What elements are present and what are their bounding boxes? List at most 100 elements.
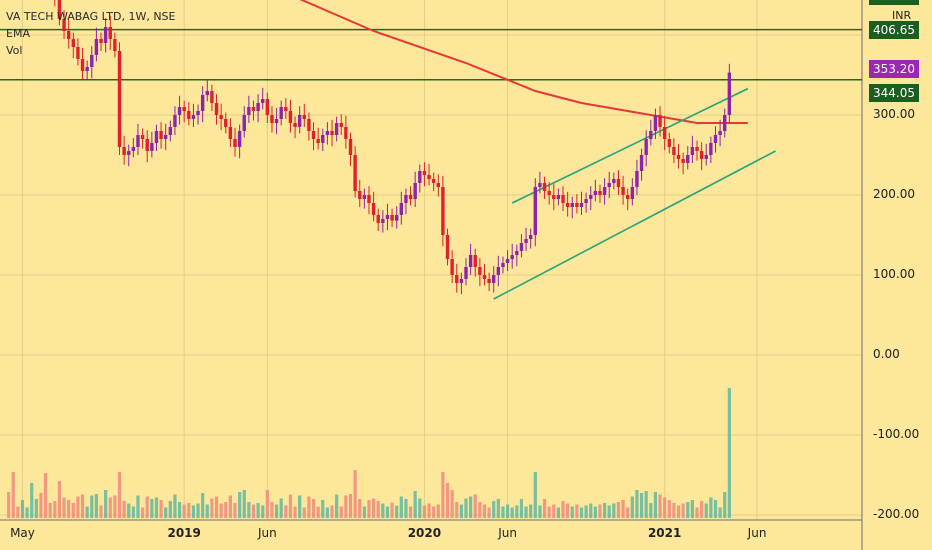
volume-bar bbox=[85, 506, 89, 518]
candle-body bbox=[492, 275, 496, 283]
volume-bar bbox=[621, 500, 625, 518]
candle-body bbox=[293, 123, 297, 127]
candle-body bbox=[261, 99, 265, 103]
volume-bar bbox=[381, 503, 385, 518]
candle-body bbox=[533, 187, 537, 235]
candle-body bbox=[196, 111, 200, 115]
volume-bar bbox=[376, 501, 380, 518]
candle-body bbox=[441, 187, 445, 235]
volume-bar bbox=[113, 495, 117, 518]
volume-bar bbox=[298, 495, 302, 518]
volume-bar bbox=[399, 496, 403, 518]
volume-bar bbox=[122, 501, 126, 518]
volume-bar bbox=[681, 503, 685, 518]
symbol-title[interactable]: VA TECH WABAG LTD, 1W, NSE bbox=[6, 10, 176, 23]
volume-bar bbox=[117, 472, 122, 518]
candle-body bbox=[589, 195, 593, 199]
candle-body bbox=[538, 183, 542, 187]
volume-bar bbox=[274, 504, 279, 518]
candle-body bbox=[639, 155, 644, 171]
vol-legend[interactable]: Vol bbox=[6, 44, 23, 57]
volume-bar bbox=[626, 507, 630, 518]
ema-legend[interactable]: EMA bbox=[6, 27, 30, 40]
candle-body bbox=[510, 255, 514, 259]
candle-body bbox=[713, 135, 718, 143]
volume-bar bbox=[131, 506, 135, 518]
candle-body bbox=[699, 151, 704, 159]
candle-body bbox=[635, 171, 639, 187]
volume-bar bbox=[593, 506, 597, 518]
volume-bar bbox=[48, 503, 52, 518]
volume-bar bbox=[62, 497, 66, 518]
candle-body bbox=[505, 259, 510, 263]
level-price-badge: 406.65 bbox=[869, 20, 919, 39]
volume-bar bbox=[584, 505, 588, 518]
volume-bar bbox=[43, 473, 48, 518]
volume-bar bbox=[630, 496, 634, 518]
candle-body bbox=[427, 175, 431, 179]
candle-body bbox=[487, 279, 491, 283]
candle-body bbox=[649, 131, 653, 139]
candle-body bbox=[131, 147, 136, 151]
candle-body bbox=[210, 91, 214, 103]
candle-body bbox=[367, 195, 371, 203]
volume-bar bbox=[529, 504, 533, 518]
candle-body bbox=[653, 115, 658, 131]
volume-bar bbox=[690, 500, 694, 518]
volume-bar bbox=[335, 494, 339, 518]
candle-body bbox=[630, 187, 635, 199]
volume-bar bbox=[367, 500, 371, 518]
volume-bar bbox=[561, 501, 565, 518]
candle-body bbox=[399, 203, 404, 215]
volume-bar bbox=[238, 492, 242, 518]
x-tick-label: Jun bbox=[257, 526, 277, 540]
volume-bar bbox=[686, 502, 690, 518]
volume-bar bbox=[30, 483, 34, 518]
candle-body bbox=[468, 255, 473, 267]
candle-body bbox=[256, 103, 260, 111]
volume-bar bbox=[450, 490, 454, 518]
candle-body bbox=[709, 143, 713, 155]
volume-bar bbox=[667, 500, 671, 518]
candle-body bbox=[528, 235, 533, 239]
volume-bar bbox=[353, 470, 357, 518]
volume-bar bbox=[127, 503, 131, 518]
volume-bar bbox=[727, 388, 731, 518]
candle-body bbox=[154, 131, 159, 143]
volume-bar bbox=[325, 507, 329, 518]
candle-body bbox=[418, 171, 422, 183]
volume-bar bbox=[11, 472, 15, 518]
volume-bar bbox=[358, 499, 362, 518]
candle-body bbox=[658, 115, 662, 127]
volume-bar bbox=[256, 503, 260, 518]
candle-body bbox=[413, 183, 417, 199]
volume-bar bbox=[649, 503, 653, 518]
candle-body bbox=[108, 27, 112, 39]
candle-body bbox=[200, 95, 205, 111]
candle-body bbox=[233, 139, 237, 147]
candle-body bbox=[681, 159, 685, 163]
volume-bar bbox=[408, 506, 413, 518]
candle-body bbox=[704, 155, 708, 159]
volume-bar bbox=[233, 503, 237, 518]
volume-bar bbox=[348, 494, 353, 518]
volume-bar bbox=[533, 472, 537, 518]
volume-bar bbox=[76, 496, 80, 518]
volume-bar bbox=[635, 490, 639, 518]
volume-bar bbox=[464, 498, 468, 518]
y-tick-label: -100.00 bbox=[873, 427, 920, 441]
volume-bar bbox=[547, 506, 551, 518]
volume-bar bbox=[455, 502, 459, 518]
volume-bar bbox=[53, 501, 57, 518]
volume-bar bbox=[510, 507, 514, 518]
volume-bar bbox=[723, 492, 727, 518]
volume-bar bbox=[695, 507, 699, 518]
volume-bar bbox=[445, 483, 450, 518]
volume-bar bbox=[219, 503, 223, 518]
level-price-badge: 448.95 bbox=[869, 0, 919, 5]
volume-bar bbox=[173, 494, 177, 518]
volume-bar bbox=[385, 506, 390, 518]
candle-body bbox=[150, 143, 154, 151]
